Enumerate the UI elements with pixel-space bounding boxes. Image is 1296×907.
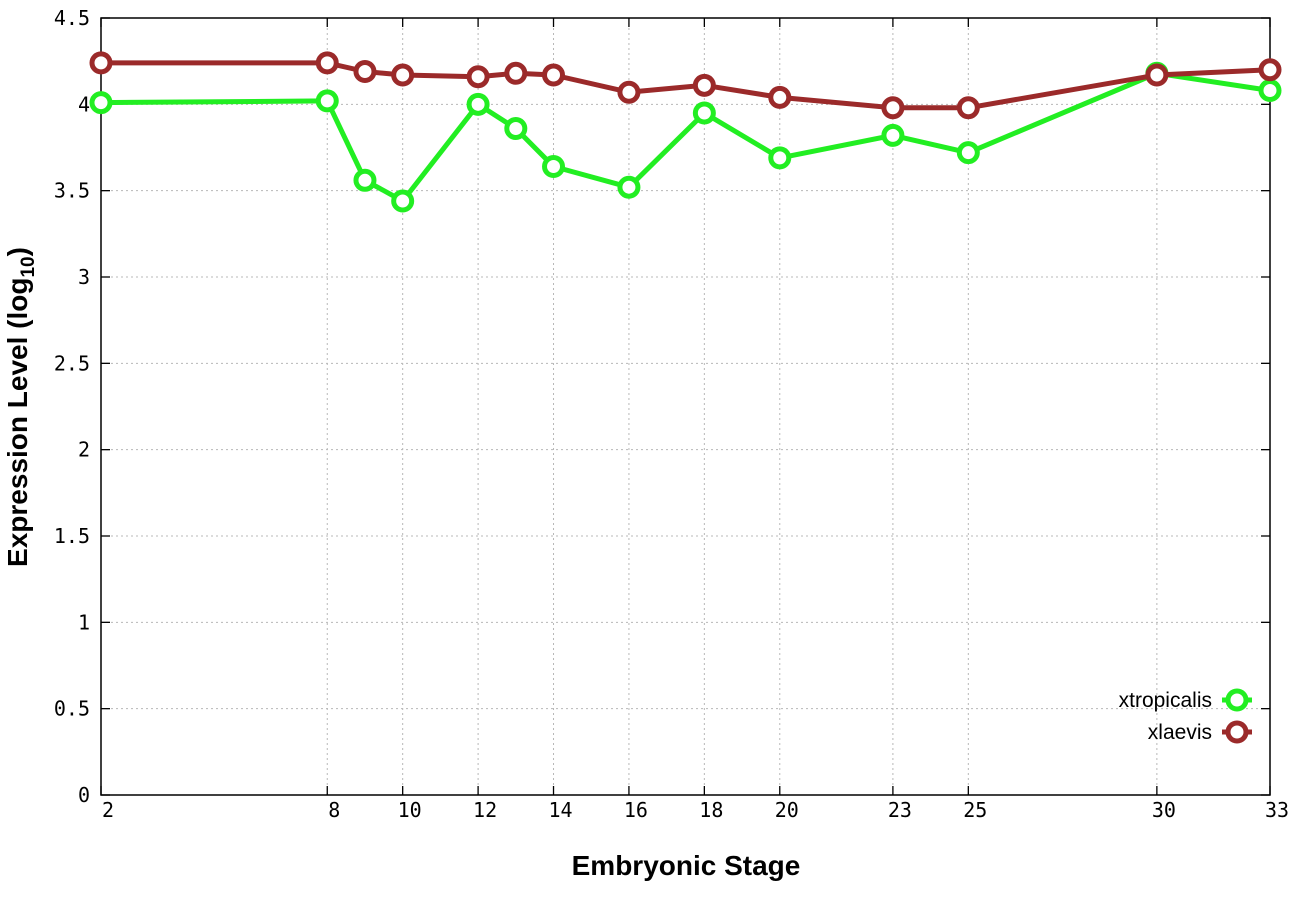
y-axis-title: Expression Level (log10)	[2, 247, 39, 567]
data-point-xtropicalis	[881, 123, 905, 147]
data-point-xlaevis	[89, 51, 113, 75]
y-tick-label: 4.5	[54, 6, 90, 30]
data-point-xtropicalis	[692, 101, 716, 125]
legend-label-xtropicalis: xtropicalis	[1119, 689, 1212, 712]
data-point-xtropicalis	[89, 91, 113, 115]
y-tick-label: 4	[78, 92, 90, 116]
data-point-xlaevis	[692, 73, 716, 97]
x-tick-label: 2	[102, 798, 114, 822]
x-tick-label: 33	[1265, 798, 1289, 822]
data-point-xlaevis	[504, 61, 528, 85]
x-tick-label: 12	[473, 798, 497, 822]
data-point-xlaevis	[881, 96, 905, 120]
x-tick-label: 16	[624, 798, 648, 822]
x-tick-label: 8	[328, 798, 340, 822]
y-axis-title-suffix: )	[2, 247, 33, 256]
series-layer	[89, 51, 1282, 213]
y-tick-label: 1.5	[54, 524, 90, 548]
data-point-xlaevis	[542, 63, 566, 87]
y-tick-label: 3	[78, 265, 90, 289]
data-point-xlaevis	[391, 63, 415, 87]
data-point-xtropicalis	[956, 141, 980, 165]
series-xlaevis	[89, 51, 1282, 120]
data-point-xlaevis	[353, 60, 377, 84]
y-tick-label: 0	[78, 783, 90, 807]
y-tick-label: 3.5	[54, 179, 90, 203]
x-tick-label: 23	[888, 798, 912, 822]
x-axis-title: Embryonic Stage	[572, 850, 801, 881]
x-tick-label: 20	[775, 798, 799, 822]
x-tick-label: 30	[1152, 798, 1176, 822]
y-tick-label: 2	[78, 438, 90, 462]
data-point-xtropicalis	[617, 175, 641, 199]
legend-marker-xtropicalis	[1225, 688, 1249, 712]
x-tick-label: 18	[699, 798, 723, 822]
y-tick-label: 2.5	[54, 351, 90, 375]
x-tick-label: 25	[963, 798, 987, 822]
legend-label-xlaevis: xlaevis	[1148, 721, 1212, 744]
y-axis-title-main: Expression Level (log	[2, 278, 33, 567]
data-point-xlaevis	[466, 65, 490, 89]
x-tick-label: 14	[548, 798, 572, 822]
data-point-xtropicalis	[391, 189, 415, 213]
y-tick-label: 1	[78, 610, 90, 634]
data-point-xlaevis	[956, 96, 980, 120]
data-point-xtropicalis	[315, 89, 339, 113]
x-tick-label: 10	[398, 798, 422, 822]
series-line-xtropicalis	[100, 70, 1271, 204]
y-axis-title-subscript: 10	[18, 256, 39, 277]
data-point-xlaevis	[617, 80, 641, 104]
data-point-xtropicalis	[768, 146, 792, 170]
data-point-xlaevis	[315, 51, 339, 75]
legend-marker-xlaevis	[1225, 720, 1249, 744]
y-tick-label: 0.5	[54, 697, 90, 721]
data-point-xlaevis	[1258, 58, 1282, 82]
data-point-xlaevis	[1145, 63, 1169, 87]
data-point-xtropicalis	[1258, 79, 1282, 103]
data-point-xtropicalis	[542, 154, 566, 178]
data-point-xtropicalis	[466, 92, 490, 116]
legend: xtropicalis xlaevis	[1119, 688, 1252, 744]
data-point-xlaevis	[768, 85, 792, 109]
data-point-xtropicalis	[353, 168, 377, 192]
axis-ticks: 0 0.5 1 1.5 2 2.5 3 3.5 4 4.5 2 8 10 12 14 16 18 20 23 25 30…	[54, 6, 1289, 822]
data-point-xtropicalis	[504, 117, 528, 141]
plot-frame	[100, 17, 1271, 796]
